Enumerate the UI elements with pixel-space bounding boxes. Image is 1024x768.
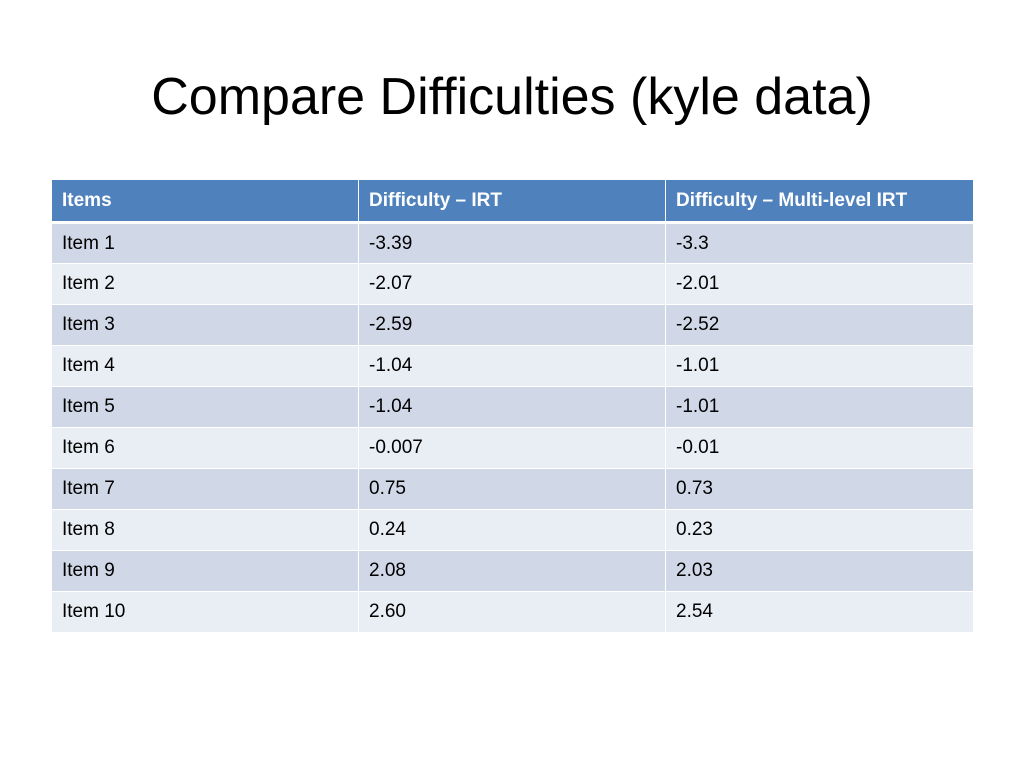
difficulty-table: Items Difficulty – IRT Difficulty – Mult… <box>51 179 974 633</box>
item-name-cell: Item 7 <box>51 468 359 510</box>
item-name-cell: Item 1 <box>51 222 359 264</box>
difficulty-irt-cell: -3.39 <box>358 222 666 264</box>
item-name-cell: Item 8 <box>51 509 359 551</box>
difficulty-irt-cell: -1.04 <box>358 345 666 387</box>
table-row: Item 4 -1.04 -1.01 <box>51 345 974 387</box>
table-row: Item 6 -0.007 -0.01 <box>51 427 974 469</box>
difficulty-multilevel-irt-cell: 2.54 <box>665 591 974 633</box>
item-name-cell: Item 3 <box>51 304 359 346</box>
table-row: Item 1 -3.39 -3.3 <box>51 222 974 264</box>
table-row: Item 10 2.60 2.54 <box>51 591 974 633</box>
table-body: Item 1 -3.39 -3.3 Item 2 -2.07 -2.01 Item 3 -2.… <box>51 222 974 633</box>
difficulty-multilevel-irt-cell: 0.73 <box>665 468 974 510</box>
difficulty-irt-cell: 2.08 <box>358 550 666 592</box>
column-header-difficulty-multilevel-irt: Difficulty – Multi-level IRT <box>665 179 974 224</box>
difficulty-multilevel-irt-cell: -1.01 <box>665 386 974 428</box>
item-name-cell: Item 6 <box>51 427 359 469</box>
table-row: Item 2 -2.07 -2.01 <box>51 263 974 305</box>
table-row: Item 5 -1.04 -1.01 <box>51 386 974 428</box>
difficulty-multilevel-irt-cell: 0.23 <box>665 509 974 551</box>
table-row: Item 8 0.24 0.23 <box>51 509 974 551</box>
column-header-items: Items <box>51 179 359 224</box>
table-row: Item 9 2.08 2.03 <box>51 550 974 592</box>
difficulty-multilevel-irt-cell: -3.3 <box>665 222 974 264</box>
slide-title: Compare Difficulties (kyle data) <box>151 68 873 126</box>
item-name-cell: Item 4 <box>51 345 359 387</box>
column-header-difficulty-irt: Difficulty – IRT <box>358 179 666 224</box>
table-row: Item 3 -2.59 -2.52 <box>51 304 974 346</box>
difficulty-irt-cell: 2.60 <box>358 591 666 633</box>
item-name-cell: Item 2 <box>51 263 359 305</box>
difficulty-irt-cell: 0.24 <box>358 509 666 551</box>
item-name-cell: Item 5 <box>51 386 359 428</box>
difficulty-irt-cell: -2.59 <box>358 304 666 346</box>
difficulty-irt-cell: -2.07 <box>358 263 666 305</box>
difficulty-multilevel-irt-cell: -2.01 <box>665 263 974 305</box>
difficulty-irt-cell: 0.75 <box>358 468 666 510</box>
difficulty-multilevel-irt-cell: 2.03 <box>665 550 974 592</box>
difficulty-multilevel-irt-cell: -1.01 <box>665 345 974 387</box>
difficulty-multilevel-irt-cell: -0.01 <box>665 427 974 469</box>
difficulty-irt-cell: -1.04 <box>358 386 666 428</box>
difficulty-irt-cell: -0.007 <box>358 427 666 469</box>
table-row: Item 7 0.75 0.73 <box>51 468 974 510</box>
difficulty-multilevel-irt-cell: -2.52 <box>665 304 974 346</box>
table-header-row: Items Difficulty – IRT Difficulty – Mult… <box>51 179 974 224</box>
item-name-cell: Item 9 <box>51 550 359 592</box>
item-name-cell: Item 10 <box>51 591 359 633</box>
